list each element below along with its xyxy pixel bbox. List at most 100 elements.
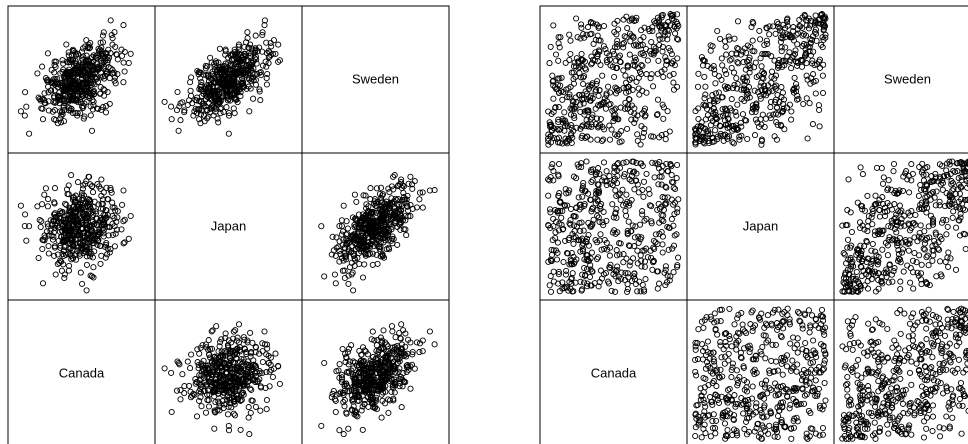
data-point xyxy=(661,269,668,276)
data-point xyxy=(87,112,94,119)
data-point xyxy=(943,231,950,238)
data-point xyxy=(904,262,911,269)
data-point xyxy=(99,54,106,61)
data-point xyxy=(237,93,244,100)
data-point xyxy=(105,46,112,53)
data-point xyxy=(235,43,242,50)
data-point xyxy=(331,271,338,278)
data-point xyxy=(51,99,58,106)
data-point xyxy=(127,212,134,220)
data-point xyxy=(411,178,418,185)
data-point xyxy=(184,101,191,109)
data-point xyxy=(246,76,253,83)
panel-Canada-vs-Canada: Canada xyxy=(7,299,156,444)
data-point xyxy=(22,89,29,96)
data-point xyxy=(555,57,562,64)
data-point xyxy=(51,61,58,68)
data-point xyxy=(276,57,283,64)
data-point xyxy=(900,268,907,275)
data-point xyxy=(413,339,420,346)
data-point xyxy=(65,52,72,59)
data-point xyxy=(336,361,343,368)
data-point xyxy=(256,88,263,95)
data-point xyxy=(644,57,651,64)
data-point xyxy=(731,81,738,89)
data-point xyxy=(744,135,751,143)
data-point xyxy=(730,69,738,76)
data-point xyxy=(90,264,97,271)
data-point xyxy=(812,90,819,97)
data-point xyxy=(594,136,601,143)
data-point xyxy=(675,254,682,261)
data-point xyxy=(816,123,823,130)
data-point xyxy=(361,261,368,268)
data-point xyxy=(72,110,79,117)
data-point xyxy=(89,96,96,104)
data-point xyxy=(694,83,702,90)
data-point xyxy=(885,279,892,286)
data-point xyxy=(949,214,956,221)
data-point xyxy=(51,58,58,65)
data-point xyxy=(861,243,868,250)
data-point xyxy=(670,269,677,276)
data-point xyxy=(639,208,646,215)
data-point xyxy=(547,288,555,295)
data-point xyxy=(550,268,557,275)
data-point xyxy=(235,321,243,328)
data-point xyxy=(654,96,662,103)
data-point xyxy=(674,83,681,90)
data-point xyxy=(662,136,669,143)
data-point xyxy=(50,79,57,87)
data-point xyxy=(356,260,363,268)
data-point xyxy=(714,27,721,35)
data-point xyxy=(69,92,76,99)
data-point xyxy=(757,36,764,43)
data-point xyxy=(38,105,45,112)
data-point xyxy=(924,252,931,259)
data-point xyxy=(98,106,105,113)
data-point xyxy=(606,173,613,180)
data-point xyxy=(256,86,263,93)
data-point xyxy=(268,43,275,50)
data-point xyxy=(739,111,747,118)
data-point xyxy=(550,22,557,29)
data-point xyxy=(919,234,926,241)
data-point xyxy=(68,83,75,90)
data-point xyxy=(737,119,744,126)
data-point xyxy=(623,191,630,198)
data-point xyxy=(733,75,740,82)
data-point xyxy=(54,120,61,127)
data-point xyxy=(674,161,681,169)
data-point xyxy=(98,252,105,259)
data-point xyxy=(264,70,271,78)
data-point xyxy=(717,35,724,42)
data-point xyxy=(85,57,92,64)
data-point xyxy=(555,127,562,134)
data-point xyxy=(612,187,619,194)
data-point xyxy=(403,232,410,239)
data-point xyxy=(769,23,777,30)
data-point xyxy=(69,47,77,54)
data-point xyxy=(634,288,641,295)
data-point xyxy=(630,62,637,69)
data-point xyxy=(57,108,64,115)
data-point xyxy=(580,179,587,187)
data-point xyxy=(583,158,590,165)
data-point xyxy=(605,280,613,287)
data-point xyxy=(620,259,627,266)
data-point xyxy=(578,160,585,167)
data-point xyxy=(104,88,111,96)
data-point xyxy=(359,344,367,351)
data-point xyxy=(336,427,343,434)
data-point xyxy=(816,64,824,71)
data-point xyxy=(623,13,630,20)
data-point xyxy=(939,186,946,193)
data-point xyxy=(864,285,872,292)
data-point xyxy=(247,41,254,48)
data-point xyxy=(918,261,925,268)
data-point xyxy=(550,95,557,102)
data-point xyxy=(21,112,28,119)
variable-label-sweden: Sweden xyxy=(352,72,399,87)
data-point xyxy=(751,87,758,94)
data-point xyxy=(205,337,212,344)
